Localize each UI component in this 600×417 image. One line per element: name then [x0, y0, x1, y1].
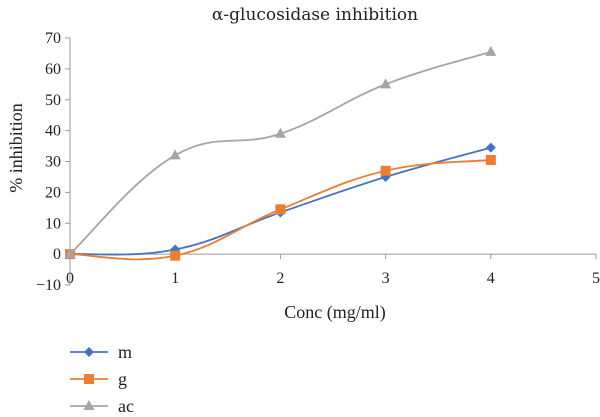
- series-ac: [64, 45, 497, 259]
- data-point-ac: [274, 127, 286, 138]
- legend-item-ac: ac: [70, 396, 134, 416]
- series-g: [65, 154, 496, 261]
- y-tick-label: −10: [36, 277, 61, 294]
- data-point-g: [170, 250, 181, 261]
- y-axis-label: % inhibition: [6, 103, 26, 193]
- y-tick-label: 20: [45, 184, 61, 201]
- data-point-ac: [64, 248, 76, 259]
- y-tick-label: 30: [45, 154, 61, 171]
- x-tick-label: 4: [487, 270, 495, 287]
- x-tick-label: 5: [592, 270, 600, 287]
- data-point-ac: [485, 45, 497, 56]
- y-axis-ticks: −10 0 10 20 30 40 50 60 70: [36, 30, 70, 294]
- data-point-g: [380, 165, 391, 176]
- legend-marker: [84, 374, 94, 384]
- legend-label: ac: [118, 396, 134, 416]
- data-point-g: [485, 154, 496, 165]
- y-tick-label: 10: [45, 215, 61, 232]
- legend-marker: [84, 347, 94, 357]
- x-tick-label: 2: [276, 270, 284, 287]
- y-tick-label: 60: [45, 61, 61, 78]
- y-tick-label: 70: [45, 30, 61, 47]
- data-point-ac: [169, 149, 181, 160]
- series-m: [65, 142, 496, 260]
- y-tick-label: 50: [45, 92, 61, 109]
- x-tick-label: 3: [382, 270, 390, 287]
- x-tick-label: 1: [171, 270, 179, 287]
- legend-item-g: g: [70, 369, 127, 389]
- legend-item-m: m: [70, 342, 132, 362]
- x-axis-label: Conc (mg/ml): [284, 302, 386, 323]
- legend-marker: [83, 400, 95, 410]
- y-tick-label: 0: [53, 246, 61, 263]
- series-layer: [64, 45, 497, 261]
- series-line-ac: [69, 51, 492, 255]
- chart-title: α-glucosidase inhibition: [212, 5, 418, 25]
- legend: mg ac: [70, 342, 134, 416]
- data-point-g: [275, 204, 286, 215]
- data-point-ac: [380, 78, 392, 89]
- x-tick-label: 0: [66, 270, 74, 287]
- y-tick-label: 40: [45, 123, 61, 140]
- legend-label: m: [118, 342, 132, 362]
- legend-label: g: [118, 369, 127, 389]
- plot-area: −10 0 10 20 30 40 50 60 70 0 1 2 3 4 5: [36, 30, 600, 294]
- data-point-m: [485, 142, 496, 153]
